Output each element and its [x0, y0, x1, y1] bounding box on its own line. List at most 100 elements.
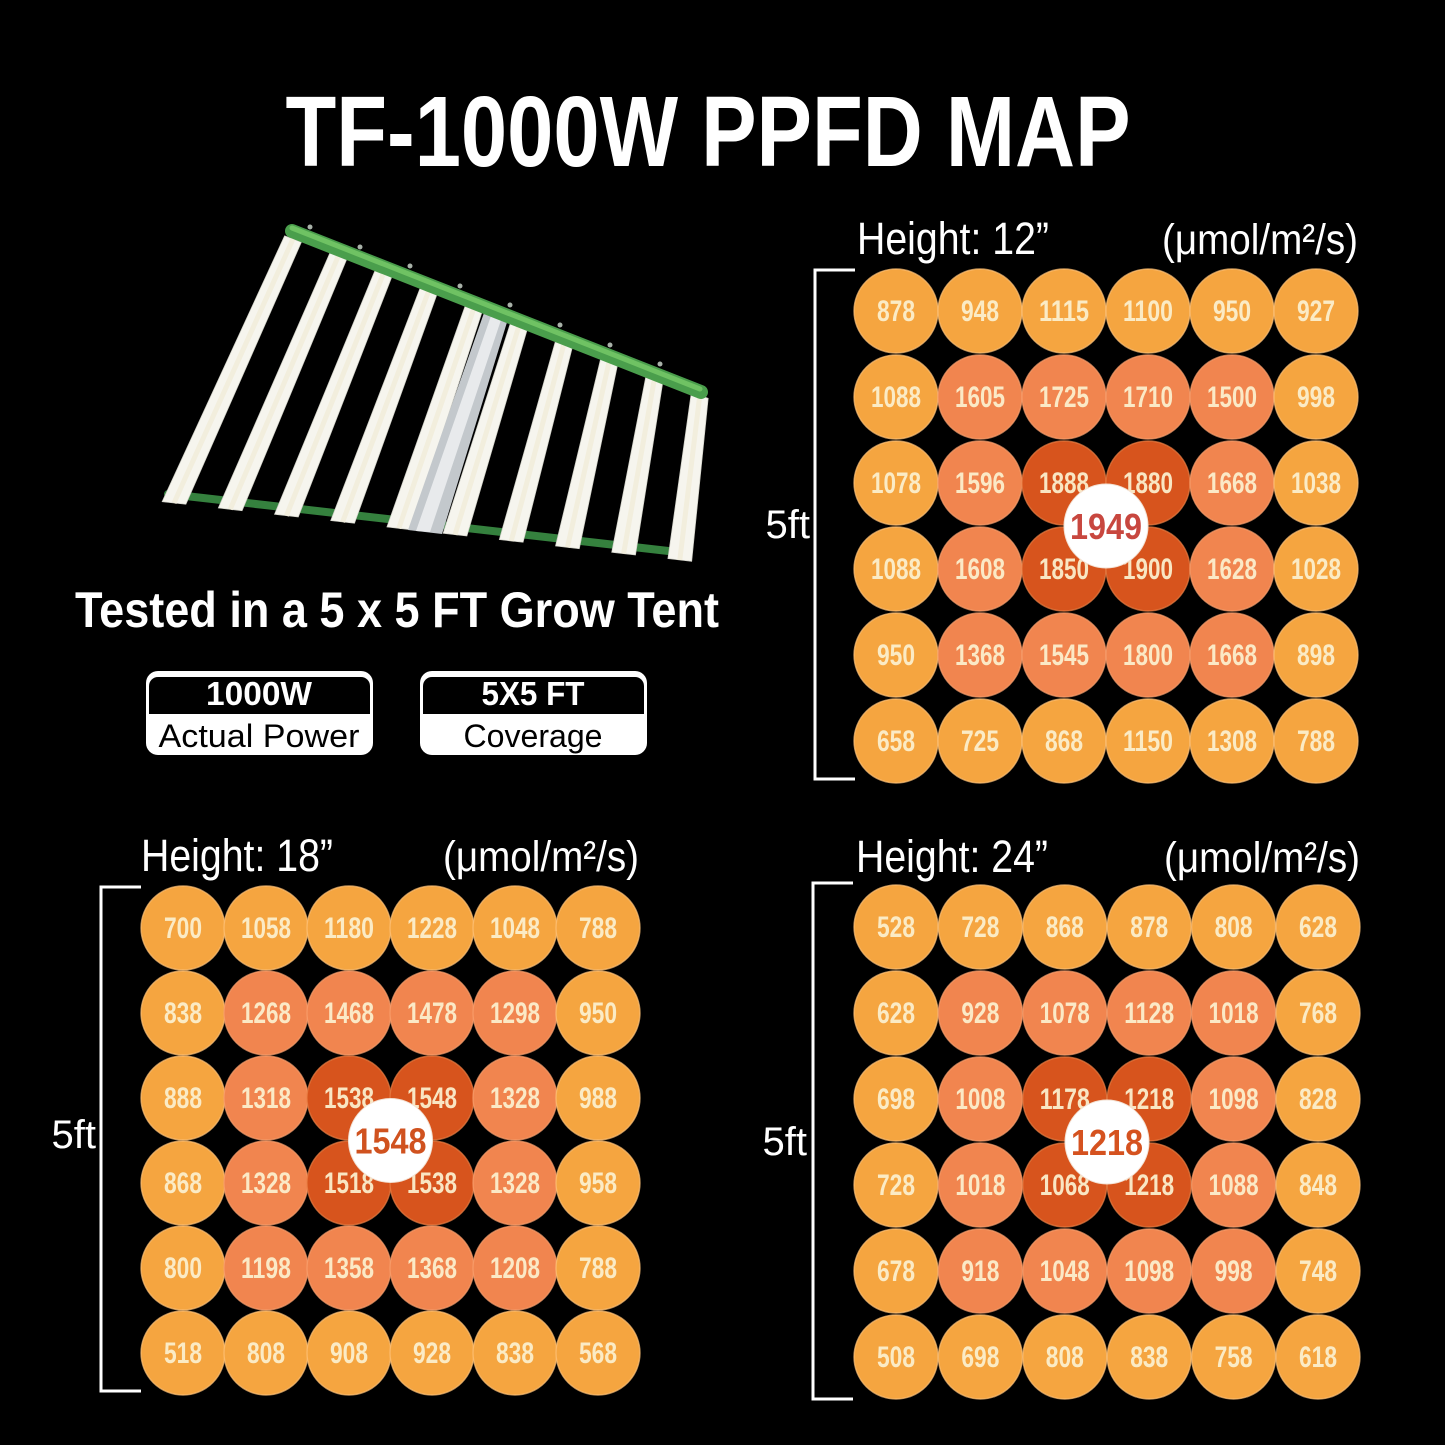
- svg-text:5X5 FT: 5X5 FT: [482, 675, 585, 712]
- svg-text:5ft: 5ft: [766, 503, 810, 547]
- svg-text:927: 927: [1297, 295, 1335, 328]
- svg-text:725: 725: [961, 725, 999, 758]
- svg-text:838: 838: [1130, 1341, 1168, 1374]
- svg-text:1078: 1078: [871, 467, 921, 500]
- svg-text:878: 878: [877, 295, 915, 328]
- svg-text:838: 838: [496, 1337, 534, 1370]
- svg-text:800: 800: [164, 1252, 202, 1285]
- svg-text:1725: 1725: [1039, 381, 1089, 414]
- svg-text:Coverage: Coverage: [464, 718, 603, 754]
- svg-text:(μmol/m²/s): (μmol/m²/s): [443, 833, 639, 881]
- svg-text:1208: 1208: [490, 1252, 540, 1285]
- svg-text:1318: 1318: [241, 1082, 291, 1115]
- svg-text:518: 518: [164, 1337, 202, 1370]
- svg-text:928: 928: [961, 997, 999, 1030]
- svg-text:1218: 1218: [1071, 1122, 1143, 1163]
- svg-text:(μmol/m²/s): (μmol/m²/s): [1164, 834, 1360, 882]
- svg-text:958: 958: [579, 1167, 617, 1200]
- svg-text:Height: 24”: Height: 24”: [856, 831, 1048, 882]
- svg-text:868: 868: [1046, 911, 1084, 944]
- svg-text:950: 950: [1213, 295, 1251, 328]
- svg-text:1368: 1368: [407, 1252, 457, 1285]
- svg-text:1949: 1949: [1070, 506, 1142, 547]
- svg-text:728: 728: [877, 1169, 915, 1202]
- svg-text:1018: 1018: [955, 1169, 1005, 1202]
- svg-text:1038: 1038: [1291, 467, 1341, 500]
- svg-text:1098: 1098: [1124, 1255, 1174, 1288]
- svg-text:Tested in a 5 x 5 FT Grow Tent: Tested in a 5 x 5 FT Grow Tent: [75, 582, 719, 638]
- svg-text:1088: 1088: [871, 381, 921, 414]
- svg-text:700: 700: [164, 912, 202, 945]
- svg-text:(μmol/m²/s): (μmol/m²/s): [1162, 216, 1358, 264]
- svg-text:848: 848: [1299, 1169, 1337, 1202]
- svg-text:950: 950: [877, 639, 915, 672]
- svg-text:878: 878: [1130, 911, 1168, 944]
- svg-text:1018: 1018: [1209, 997, 1259, 1030]
- svg-text:Height: 12”: Height: 12”: [857, 213, 1049, 264]
- svg-text:1328: 1328: [241, 1167, 291, 1200]
- svg-text:678: 678: [877, 1255, 915, 1288]
- svg-text:1000W: 1000W: [206, 675, 313, 712]
- svg-text:988: 988: [579, 1082, 617, 1115]
- svg-text:528: 528: [877, 911, 915, 944]
- svg-text:808: 808: [1215, 911, 1253, 944]
- svg-text:788: 788: [579, 1252, 617, 1285]
- svg-text:1198: 1198: [241, 1252, 291, 1285]
- svg-text:1545: 1545: [1039, 639, 1089, 672]
- svg-text:658: 658: [877, 725, 915, 758]
- svg-text:1596: 1596: [955, 467, 1005, 500]
- svg-text:1800: 1800: [1123, 639, 1173, 672]
- svg-text:1100: 1100: [1123, 295, 1173, 328]
- svg-text:838: 838: [164, 997, 202, 1030]
- svg-text:TF-1000W PPFD MAP: TF-1000W PPFD MAP: [286, 76, 1131, 188]
- svg-text:1298: 1298: [490, 997, 540, 1030]
- svg-text:1048: 1048: [490, 912, 540, 945]
- svg-text:768: 768: [1299, 997, 1337, 1030]
- svg-text:1088: 1088: [1209, 1169, 1259, 1202]
- svg-text:898: 898: [1297, 639, 1335, 672]
- svg-text:1710: 1710: [1123, 381, 1173, 414]
- svg-text:1150: 1150: [1123, 725, 1173, 758]
- svg-text:1500: 1500: [1207, 381, 1257, 414]
- svg-text:1608: 1608: [955, 553, 1005, 586]
- svg-text:918: 918: [961, 1255, 999, 1288]
- svg-text:1180: 1180: [324, 912, 374, 945]
- svg-text:1468: 1468: [324, 997, 374, 1030]
- svg-text:628: 628: [877, 997, 915, 1030]
- svg-text:618: 618: [1299, 1341, 1337, 1374]
- svg-text:1088: 1088: [871, 553, 921, 586]
- svg-text:1548: 1548: [355, 1121, 427, 1162]
- svg-text:5ft: 5ft: [763, 1120, 807, 1164]
- svg-text:1078: 1078: [1040, 997, 1090, 1030]
- svg-text:Actual Power: Actual Power: [159, 718, 360, 754]
- svg-text:1268: 1268: [241, 997, 291, 1030]
- svg-text:948: 948: [961, 295, 999, 328]
- svg-text:1058: 1058: [241, 912, 291, 945]
- svg-text:1605: 1605: [955, 381, 1005, 414]
- svg-text:788: 788: [1297, 725, 1335, 758]
- svg-text:508: 508: [877, 1341, 915, 1374]
- svg-text:728: 728: [961, 911, 999, 944]
- svg-text:1668: 1668: [1207, 467, 1257, 500]
- svg-text:1328: 1328: [490, 1082, 540, 1115]
- svg-text:1008: 1008: [955, 1083, 1005, 1116]
- svg-text:1028: 1028: [1291, 553, 1341, 586]
- svg-text:Height: 18”: Height: 18”: [141, 830, 333, 881]
- svg-text:950: 950: [579, 997, 617, 1030]
- svg-text:1128: 1128: [1124, 997, 1174, 1030]
- svg-text:698: 698: [877, 1083, 915, 1116]
- svg-text:868: 868: [164, 1167, 202, 1200]
- svg-text:1368: 1368: [955, 639, 1005, 672]
- svg-text:788: 788: [579, 912, 617, 945]
- svg-text:908: 908: [330, 1337, 368, 1370]
- svg-text:1308: 1308: [1207, 725, 1257, 758]
- svg-text:1048: 1048: [1040, 1255, 1090, 1288]
- svg-text:1098: 1098: [1209, 1083, 1259, 1116]
- svg-text:1668: 1668: [1207, 639, 1257, 672]
- svg-text:1628: 1628: [1207, 553, 1257, 586]
- svg-text:928: 928: [413, 1337, 451, 1370]
- svg-text:808: 808: [1046, 1341, 1084, 1374]
- svg-text:888: 888: [164, 1082, 202, 1115]
- svg-text:5ft: 5ft: [52, 1113, 96, 1157]
- svg-text:1228: 1228: [407, 912, 457, 945]
